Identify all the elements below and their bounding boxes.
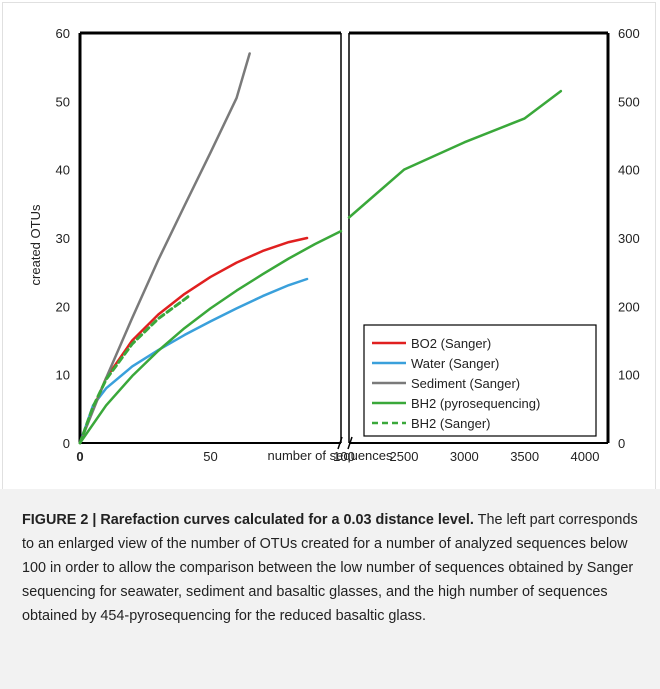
y-tick-left: 20	[56, 299, 70, 314]
series-line-3	[78, 229, 343, 445]
y-tick-left: 60	[56, 26, 70, 41]
x-axis-label: number of sequences	[267, 448, 393, 463]
legend-label-3: BH2 (pyrosequencing)	[411, 396, 540, 411]
legend-label-4: BH2 (Sanger)	[411, 416, 490, 431]
legend-label-1: Water (Sanger)	[411, 356, 499, 371]
y-tick-right: 300	[618, 231, 640, 246]
series-line-2	[78, 52, 251, 445]
y-tick-right: 500	[618, 94, 640, 109]
figure-caption: FIGURE 2 | Rarefaction curves calculated…	[22, 508, 642, 628]
series-line-4	[78, 293, 192, 445]
x-tick-right: 2500	[390, 449, 419, 464]
x-tick-left: 100	[333, 449, 355, 464]
x-tick-left: 0	[76, 449, 83, 464]
y-tick-right: 200	[618, 299, 640, 314]
caption-box	[0, 489, 660, 689]
y-tick-right: 600	[618, 26, 640, 41]
chart-lines	[78, 52, 563, 445]
y-tick-left: 10	[56, 368, 70, 383]
y-tick-left: 30	[56, 231, 70, 246]
series-line-right-3	[347, 89, 563, 219]
x-tick-right: 3500	[510, 449, 539, 464]
break-mark-left	[337, 436, 343, 450]
y-tick-right: 0	[618, 436, 625, 451]
y-tick-left: 40	[56, 163, 70, 178]
y-tick-left: 0	[63, 436, 70, 451]
x-tick-left: 50	[203, 449, 217, 464]
legend-label-0: BO2 (Sanger)	[411, 336, 491, 351]
chart-frame	[78, 31, 610, 450]
chart-legend: BO2 (Sanger) Water (Sanger) Sediment (Sang…	[363, 324, 597, 437]
y-tick-right: 100	[618, 368, 640, 383]
y-tick-right: 400	[618, 163, 640, 178]
break-mark-right	[347, 436, 353, 450]
y-axis-label: created OTUs	[28, 204, 43, 285]
legend-label-2: Sediment (Sanger)	[411, 376, 520, 391]
series-line-1	[78, 277, 309, 445]
caption-text: The left part corresponds to an enlarged…	[22, 512, 638, 624]
x-tick-right: 4000	[571, 449, 600, 464]
caption-title: FIGURE 2 | Rarefaction curves calculated…	[22, 512, 474, 528]
y-tick-left: 50	[56, 94, 70, 109]
x-tick-right: 3000	[450, 449, 479, 464]
